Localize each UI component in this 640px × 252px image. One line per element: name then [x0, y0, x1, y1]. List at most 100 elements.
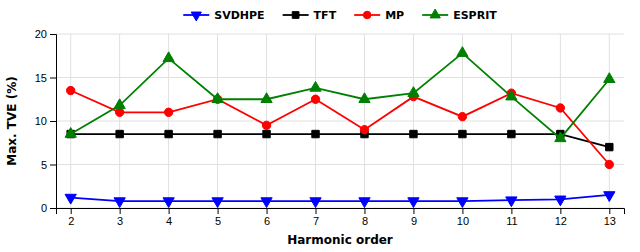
x-axis-tick-mark — [609, 208, 610, 214]
y-axis-tick-mark — [50, 121, 56, 122]
series-marker — [457, 47, 468, 57]
series-marker — [506, 197, 517, 207]
x-axis-tick-label: 2 — [68, 215, 74, 227]
series-marker — [459, 130, 466, 137]
x-axis-line — [57, 209, 625, 215]
y-axis-tick-mark — [50, 208, 56, 209]
x-axis-tick: 13 — [604, 208, 616, 227]
series-marker — [311, 95, 319, 103]
x-axis-tick-mark — [218, 208, 219, 214]
series-marker — [65, 194, 76, 204]
legend-item: MP — [354, 9, 404, 22]
x-axis-tick: 8 — [362, 208, 368, 227]
series-marker — [508, 130, 515, 137]
legend-item: ESPRIT — [422, 9, 497, 22]
series-marker — [359, 198, 370, 208]
grid — [56, 34, 624, 208]
series-line — [71, 195, 610, 201]
series — [65, 47, 615, 142]
series-marker — [605, 160, 613, 168]
chart: 234567891011121305101520Harmonic orderMa… — [0, 0, 640, 252]
x-axis-tick-mark — [267, 208, 268, 214]
series-marker — [114, 99, 125, 109]
series-marker — [310, 198, 321, 208]
series-marker — [164, 108, 172, 116]
series-marker — [359, 93, 370, 103]
series-marker — [116, 130, 123, 137]
series-marker — [214, 130, 221, 137]
y-grid-line — [56, 34, 624, 35]
series-line — [71, 53, 610, 138]
x-axis-tick: 6 — [264, 208, 270, 227]
series-marker — [312, 130, 319, 137]
x-axis-tick: 10 — [457, 208, 469, 227]
series-marker — [310, 81, 321, 91]
series-marker — [165, 130, 172, 137]
series-marker — [65, 128, 76, 138]
series-marker — [555, 196, 566, 206]
x-axis-tick: 12 — [555, 208, 567, 227]
x-axis-tick-label: 8 — [362, 215, 368, 227]
x-axis-tick-label: 4 — [166, 215, 172, 227]
plot-area: 2 3 4 5 6 7 8 9 10 11 12 13 0 5 10 15 20 — [35, 28, 625, 227]
series-line — [71, 134, 610, 147]
legend-item: SVDHPE — [183, 9, 264, 22]
x-axis-tick: 3 — [117, 208, 123, 227]
series-marker — [163, 198, 174, 208]
y-axis: 0 5 10 15 20 — [35, 28, 57, 214]
legend-marker — [191, 12, 201, 21]
series-marker — [262, 121, 270, 129]
y-axis-tick-label: 20 — [35, 28, 47, 40]
y-axis-tick-mark — [50, 78, 56, 79]
legend-label: TFT — [314, 9, 337, 22]
x-axis-tick: 4 — [166, 208, 172, 227]
series-marker — [604, 192, 615, 202]
y-axis-tick-label: 15 — [35, 72, 47, 84]
series — [65, 192, 615, 208]
x-axis-tick-mark — [511, 208, 512, 214]
x-axis-tick-mark — [120, 208, 121, 214]
x-axis-tick-mark — [560, 208, 561, 214]
x-axis-tick-label: 5 — [215, 215, 221, 227]
x-axis-tick-mark — [71, 208, 72, 214]
series-marker — [67, 86, 75, 94]
y-axis-tick-label: 0 — [41, 202, 47, 214]
x-axis-tick-label: 13 — [604, 215, 616, 227]
x-axis-tick: 11 — [506, 208, 517, 227]
y-grid-line — [56, 77, 624, 78]
series-marker — [556, 104, 564, 112]
x-axis-tick: 9 — [411, 208, 417, 227]
x-axis-tick-label: 12 — [555, 215, 567, 227]
legend-marker — [292, 12, 299, 19]
legend-label: MP — [385, 9, 404, 22]
series-marker — [458, 112, 466, 120]
y-axis-tick: 10 — [35, 115, 56, 127]
x-axis-tick-label: 10 — [457, 215, 469, 227]
y-axis-tick-mark — [50, 165, 56, 166]
x-axis-tick: 7 — [313, 208, 319, 227]
legend-item: TFT — [283, 9, 337, 22]
series-marker — [506, 90, 517, 100]
series-layer — [65, 47, 615, 208]
y-axis-tick: 5 — [41, 159, 56, 171]
series-marker — [261, 93, 272, 103]
x-axis-tick-label: 7 — [313, 215, 319, 227]
y-axis-line — [50, 35, 57, 209]
series-marker — [360, 126, 368, 134]
y-axis-tick: 20 — [35, 28, 56, 40]
series-marker — [115, 108, 123, 116]
x-axis-tick: 2 — [68, 208, 74, 227]
series-marker — [408, 87, 419, 97]
y-grid-line — [56, 164, 624, 165]
series-marker — [606, 143, 613, 150]
x-axis-tick-label: 3 — [117, 215, 123, 227]
legend-marker — [363, 11, 371, 19]
series-marker — [263, 130, 270, 137]
y-axis-tick: 0 — [41, 202, 56, 214]
series-marker — [261, 198, 272, 208]
y-axis-tick-label: 10 — [35, 115, 47, 127]
x-axis-tick-label: 9 — [411, 215, 417, 227]
series-marker — [457, 198, 468, 208]
x-axis: 2 3 4 5 6 7 8 9 10 11 12 13 — [57, 208, 625, 227]
legend-label: ESPRIT — [453, 9, 497, 22]
